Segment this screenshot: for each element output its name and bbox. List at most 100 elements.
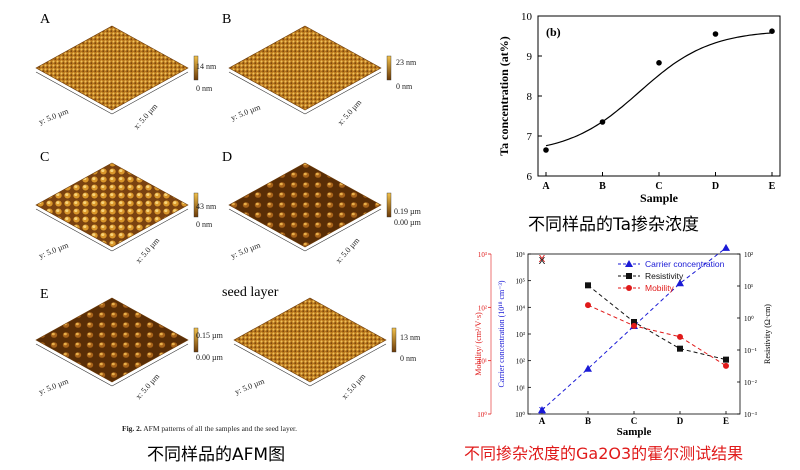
hall-xtick-label: B — [585, 416, 591, 426]
hall-point-carrier — [538, 406, 546, 414]
afm-surface-c — [35, 162, 189, 248]
ta-xtick-label: C — [655, 181, 662, 192]
panel-label-b: B — [222, 12, 232, 27]
panel-label-c: C — [40, 150, 50, 165]
afm-axis-y-c — [35, 208, 113, 252]
ta-ytick-label: 10 — [521, 11, 533, 23]
hall-xtick-label: E — [723, 416, 729, 426]
hall-chart-svg: 10⁰ 10¹ 10² 10³ 10⁴ 10⁵ 10⁶ 10⁰ 10¹ 10² 10³ 10⁻³ 10⁻… — [474, 243, 772, 438]
hall-point-resistivity — [723, 356, 729, 363]
zmin-d: 0.00 µm — [394, 218, 421, 227]
hall-sample-a-marker: X — [539, 256, 546, 267]
hall-right-tick-label: 10⁰ — [744, 315, 754, 323]
afm-axis-y-b — [228, 71, 306, 115]
afm-axis-x-d — [304, 208, 382, 252]
hall-mid-tick-label: 10⁶ — [516, 251, 526, 259]
hall-point-carrier — [722, 243, 730, 251]
afm-axis-x-b — [304, 71, 382, 115]
hall-right-tick-label: 10¹ — [744, 283, 753, 291]
afm-axis-x-e — [111, 343, 189, 387]
hall-legend-marker — [626, 285, 632, 291]
hall-right-tick-label: 10⁻¹ — [744, 347, 757, 355]
afm-axis-y-d — [228, 208, 306, 252]
afm-zscale-c — [193, 192, 199, 218]
afm-zscale-seed — [391, 327, 397, 353]
afm-axis-y-a — [35, 71, 113, 115]
ta-panel-label: (b) — [546, 25, 561, 39]
hall-point-mobility — [677, 333, 683, 340]
ta-xtick-label: D — [712, 181, 719, 192]
zmin-c: 0 nm — [196, 220, 213, 229]
ta-data-point — [543, 147, 549, 153]
zmin-seed: 0 nm — [400, 354, 417, 363]
ta-data-point — [656, 60, 662, 66]
ta-data-point — [769, 28, 775, 34]
afm-axis-y-seed — [233, 343, 311, 387]
ta-ytick-label: 9 — [527, 51, 533, 63]
afm-zscale-a — [193, 55, 199, 81]
hall-plot-frame — [527, 253, 741, 415]
hall-xtick-label: A — [539, 416, 546, 426]
ta-plot-frame — [537, 15, 781, 177]
afm-axis-x-seed — [309, 343, 387, 387]
hall-legend-label: Resistivity — [645, 271, 684, 281]
ta-xtick-label: E — [769, 181, 776, 192]
hall-point-mobility — [631, 322, 637, 329]
ta-fit-curve — [545, 32, 773, 147]
zmax-b: 23 nm — [396, 58, 417, 67]
zmin-e: 0.00 µm — [196, 353, 223, 362]
afm-figure: A B C D E seed layer 14 nm 0 nm 23 nm 0 … — [35, 12, 421, 465]
hall-legend-label: Carrier concentration — [645, 259, 725, 269]
ta-data-point — [599, 119, 606, 125]
ta-concentration-chart: 6 7 8 9 10 A B C D E Sample Ta concentration (at%) (… — [480, 0, 800, 240]
hall-right-tick-label: 10⁻³ — [744, 411, 757, 419]
hall-point-mobility — [723, 362, 729, 369]
hall-mid-tick-label: 10¹ — [516, 384, 525, 392]
hall-caption-cn: 不同掺杂浓度的Ga2O3的霍尔测试结果 — [464, 444, 744, 463]
afm-zscale-d — [386, 192, 392, 218]
afm-surface-b — [228, 25, 382, 111]
afm-surface-a — [35, 25, 189, 111]
zmax-a: 14 nm — [196, 62, 217, 71]
ta-ylabel: Ta concentration (at%) — [497, 36, 511, 156]
afm-axis-y-e — [35, 343, 113, 387]
hall-left-tick-label: 10¹ — [478, 358, 487, 366]
zmax-e: 0.15 µm — [196, 331, 223, 340]
afm-axis-x-a — [111, 71, 189, 115]
hall-mid-tick-label: 10² — [516, 358, 525, 366]
hall-test-chart: 10⁰ 10¹ 10² 10³ 10⁴ 10⁵ 10⁶ 10⁰ 10¹ 10² 10³ 10⁻³ 10⁻… — [464, 242, 800, 470]
hall-point-resistivity — [585, 282, 591, 289]
afm-surface-d — [228, 162, 382, 248]
hall-right-label: Resistivity (Ω·cm) — [763, 304, 772, 364]
ta-ytick-label: 6 — [527, 171, 533, 183]
fig-caption: Fig. 2. AFM patterns of all the samples … — [122, 424, 297, 433]
afm-zscale-b — [386, 55, 392, 81]
hall-legend-marker — [625, 260, 633, 267]
hall-right-tick-label: 10² — [744, 251, 753, 259]
hall-right-tick-label: 10⁻² — [744, 379, 757, 387]
hall-mid-tick-label: 10⁵ — [516, 278, 526, 286]
hall-legend-label: Mobility — [645, 283, 675, 293]
hall-left-label: Mobility/ (cm²/V·s) — [474, 312, 483, 376]
ta-ytick-label: 8 — [527, 91, 533, 103]
ta-data-point — [712, 31, 719, 37]
afm-zscale-e — [193, 327, 199, 353]
hall-mid-tick-label: 10⁰ — [515, 411, 525, 419]
panel-label-seed-layer: seed layer — [222, 285, 279, 300]
panel-label-e: E — [40, 287, 49, 302]
afm-caption-cn: 不同样品的AFM图 — [147, 445, 286, 465]
hall-xlabel: Sample — [617, 426, 652, 438]
ta-xlabel: Sample — [640, 191, 679, 205]
hall-point-mobility — [585, 302, 591, 309]
ta-xtick-label: B — [599, 181, 606, 192]
hall-sample-a-marker: X — [539, 254, 546, 265]
hall-point-resistivity — [677, 345, 683, 352]
panel-label-a: A — [40, 12, 51, 27]
ta-ytick-label: 7 — [527, 131, 533, 143]
hall-left-tick-label: 10⁰ — [477, 411, 487, 419]
hall-legend-marker — [626, 273, 632, 279]
hall-left-tick-label: 10² — [478, 304, 487, 312]
zmin-a: 0 nm — [196, 84, 213, 93]
hall-mid-tick-label: 10³ — [516, 331, 525, 339]
ta-xtick-label: A — [542, 181, 550, 192]
